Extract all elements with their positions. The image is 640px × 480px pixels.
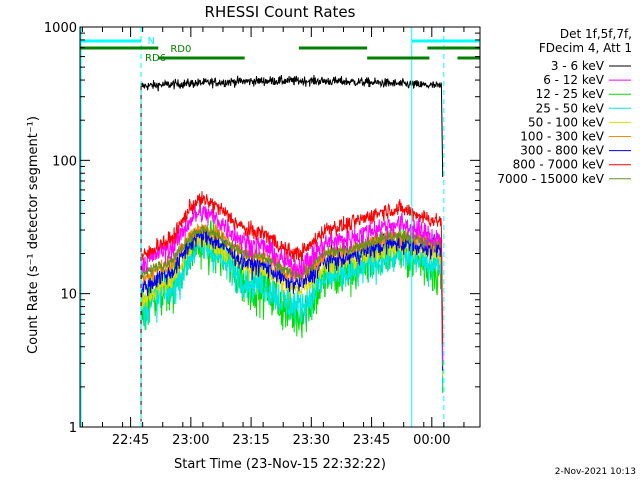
series-line-3_6keV [140,74,444,178]
chart-title: RHESSI Count Rates [205,3,356,21]
x-tick-label: 22:45 [112,433,149,448]
legend-entry-label: 7000 - 15000 keV [497,172,604,186]
series-line-7000_15000keV [140,225,444,366]
legend-header-line-1: Det 1f,5f,7f, [560,27,632,41]
legend-entry-label: 300 - 800 keV [520,144,604,158]
legend-entry-label: 800 - 7000 keV [513,158,605,172]
series-line-6_12keV [140,203,444,362]
rd6-label: RD6 [145,53,166,64]
series-line-25_50keV [140,228,444,386]
x-axis-label: Start Time (23-Nov-15 22:32:22) [174,457,386,472]
plot-axes: 1 10 100 1000 22:45 23:00 23:15 23:30 23:45 00:00 [44,21,481,448]
legend-entry-label: 6 - 12 keV [543,73,605,87]
annotation-layer: N RD0 RD6 [80,27,480,427]
x-tick-label: 00:00 [413,433,450,448]
x-tick-label: 23:15 [232,433,269,448]
y-tick-label: 1000 [44,21,77,36]
legend-entry-label: 25 - 50 keV [536,101,605,115]
y-tick-label: 1 [69,421,77,436]
series-line-800_7000keV [140,191,444,344]
y-tick-label: 10 [60,288,77,303]
legend-entry-label: 100 - 300 keV [520,130,604,144]
plot-frame [79,26,481,428]
legend-entry-label: 50 - 100 keV [528,115,605,129]
y-axis-label: Count Rate (s⁻¹ detector segment⁻¹) [26,116,41,354]
series-line-300_800keV [140,226,444,371]
generated-timestamp: 2-Nov-2021 10:13 [555,467,636,477]
rd0-label: RD0 [170,44,191,55]
x-tick-label: 23:30 [293,433,330,448]
legend-entry-label: 12 - 25 keV [536,87,605,101]
x-tick-label: 23:00 [172,433,209,448]
count-rate-traces [140,74,444,422]
legend-header-line-2: FDecim 4, Att 1 [539,41,632,55]
y-tick-label: 100 [52,154,77,169]
x-tick-label: 23:45 [353,433,390,448]
legend-entry-label: 3 - 6 keV [551,59,605,73]
night-label: N [147,36,154,47]
